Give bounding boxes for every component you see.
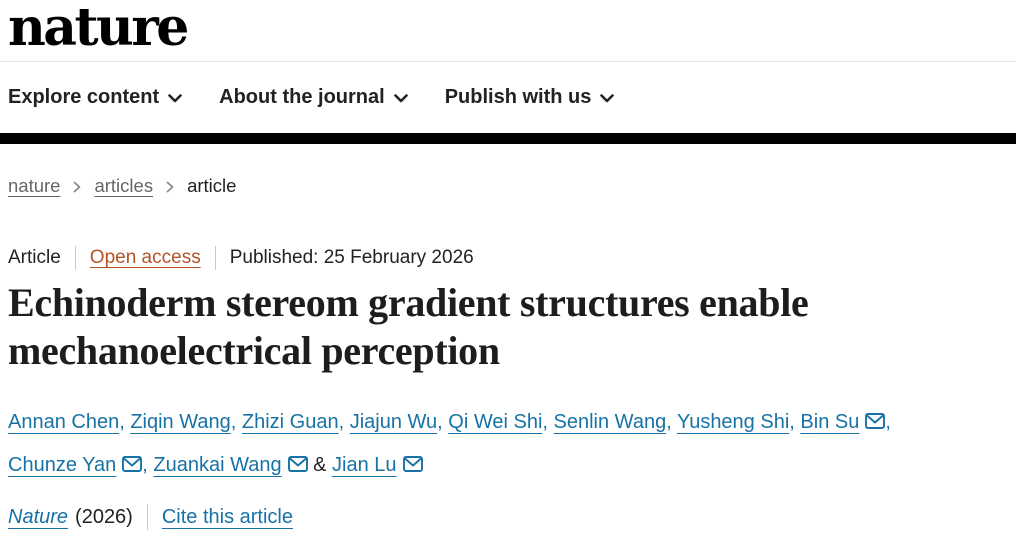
chevron-down-icon (168, 86, 182, 109)
nav-item-label: Explore content (8, 86, 160, 108)
site-header: nature Explore content About the journal… (0, 0, 1016, 144)
author-list: Annan Chen, Ziqin Wang, Zhizi Guan, Jiaj… (0, 401, 1002, 487)
author-link[interactable]: Annan Chen (8, 411, 120, 433)
main-nav: Explore content About the journal Publis… (0, 62, 1016, 133)
email-icon[interactable] (397, 454, 423, 476)
breadcrumb-link-nature[interactable]: nature (8, 175, 61, 196)
email-icon[interactable] (859, 411, 886, 433)
journal-year: (2026) (75, 505, 133, 528)
chevron-down-icon (600, 86, 615, 109)
author-link[interactable]: Qi Wei Shi (448, 411, 543, 433)
nature-logo[interactable]: nature (8, 0, 189, 58)
author-separator: , (885, 411, 891, 433)
email-icon[interactable] (282, 454, 308, 476)
author-link[interactable]: Chunze Yan (8, 454, 143, 476)
article-title: Echinoderm stereom gradient structures e… (8, 280, 809, 373)
citation-divider (146, 504, 148, 530)
author-separator: , (338, 411, 350, 433)
chevron-right-icon (73, 181, 81, 193)
author-separator: , (142, 454, 154, 476)
author-link[interactable]: Zuankai Wang (153, 454, 308, 476)
author-separator: , (437, 411, 449, 433)
author-link[interactable]: Ziqin Wang (130, 411, 231, 433)
author-separator: , (542, 411, 554, 433)
author-ampersand: & (307, 454, 333, 476)
author-link[interactable]: Zhizi Guan (241, 411, 339, 433)
author-separator: , (789, 411, 801, 433)
article-page: nature articles article Article Open acc… (0, 175, 1016, 530)
logo-row: nature (0, 0, 1016, 62)
citation-row: Nature (2026) Cite this article (0, 504, 1016, 530)
breadcrumb-current-article: article (187, 175, 237, 196)
email-icon[interactable] (116, 454, 143, 476)
chevron-down-icon (393, 86, 408, 109)
author-link[interactable]: Jiajun Wu (349, 411, 438, 433)
open-access-link[interactable]: Open access (89, 247, 201, 268)
meta-divider (214, 246, 216, 270)
nav-item-label: About the journal (219, 86, 385, 108)
meta-divider (74, 246, 76, 270)
article-meta-row: Article Open access Published: 25 Februa… (0, 246, 1016, 270)
nav-item-label: Publish with us (444, 86, 592, 108)
cite-this-article-link[interactable]: Cite this article (161, 505, 293, 528)
header-divider-bar (0, 133, 1016, 144)
published-date: Published: 25 February 2026 (229, 247, 474, 268)
article-type-label: Article (8, 247, 61, 268)
breadcrumb-link-articles[interactable]: articles (94, 175, 154, 196)
author-separator: , (666, 411, 677, 433)
nav-item-explore-content[interactable]: Explore content (8, 86, 182, 109)
author-separator: , (119, 411, 131, 433)
author-link[interactable]: Yusheng Shi (676, 411, 790, 433)
breadcrumb: nature articles article (0, 175, 1016, 197)
nav-item-about-the-journal[interactable]: About the journal (219, 86, 408, 109)
chevron-right-icon (166, 181, 174, 193)
nav-item-publish-with-us[interactable]: Publish with us (445, 86, 615, 109)
author-separator: , (230, 411, 242, 433)
journal-link[interactable]: Nature (8, 505, 69, 528)
author-link[interactable]: Jian Lu (332, 454, 423, 476)
author-link[interactable]: Bin Su (800, 411, 886, 433)
author-link[interactable]: Senlin Wang (553, 411, 667, 433)
